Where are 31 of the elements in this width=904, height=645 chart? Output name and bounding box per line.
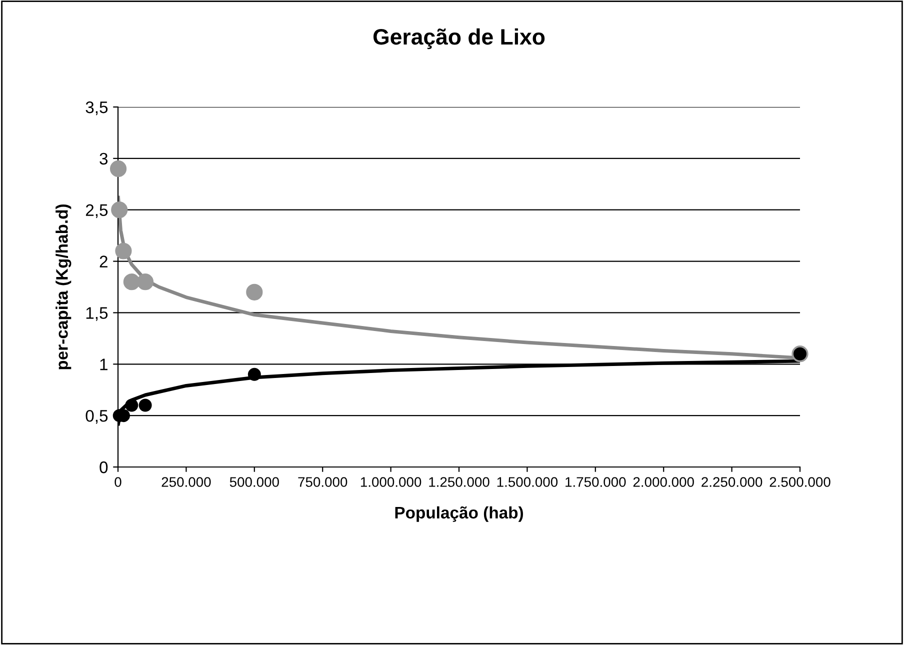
point [246,284,263,300]
y-tick-label: 0 [100,461,108,474]
x-axis-title: População (hab) [395,506,523,522]
x-tick-label: 0 [114,477,122,487]
point [248,368,261,381]
y-axis-title: per-capita (Kg/hab.d) [56,204,72,370]
point [125,398,138,412]
y-tick-label: 1 [100,358,108,370]
x-tick-label: 750.000 [298,477,348,487]
y-tick-label: 0,5 [86,410,108,424]
y-tick-label: 3,5 [86,101,108,116]
x-tick-label: 2.250.000 [702,477,762,487]
x-tick-label: 1.750.000 [566,477,626,487]
point [138,398,152,412]
y-tick-label: 3 [100,152,108,165]
x-tick-label: 1.250.000 [429,477,490,487]
x-tick-label: 1.500.000 [497,477,558,487]
point [115,242,132,260]
y-tick-label: 1,5 [86,307,108,321]
y-tick-label: 2,5 [86,204,108,218]
point [136,274,154,290]
x-tick-label: 1.000.000 [360,477,422,487]
y-tick-label: 2 [100,256,108,268]
x-tick-label: 250.000 [162,477,211,487]
point [110,160,127,178]
point [123,274,140,290]
x-tick-label: 2.000.000 [633,477,694,487]
x-tick-label: 500.000 [230,477,279,487]
point [111,202,128,218]
chart-title: Geração de Lixo [373,28,545,50]
x-tick-label: 2.500.000 [770,477,830,487]
